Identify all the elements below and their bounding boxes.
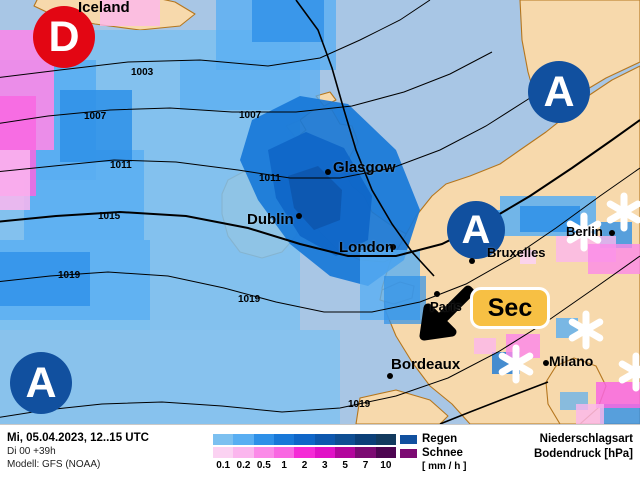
city-label-paris: Paris xyxy=(430,299,462,314)
city-dot-glasgow xyxy=(325,169,331,175)
scale-step-6 xyxy=(334,434,356,445)
pressure-marker-high-southwest[interactable]: A xyxy=(10,352,72,414)
pressure-marker-label: A xyxy=(461,208,491,252)
run-model: Modell: GFS (NOAA) xyxy=(7,459,101,470)
city-label-milano: Milano xyxy=(549,353,594,369)
legend-title-line-2: Bodendruck [hPa] xyxy=(533,448,633,460)
regen-label: Regen xyxy=(422,432,458,445)
city-dot-paris xyxy=(434,291,440,297)
schnee-label: Schnee xyxy=(422,446,463,459)
run-lead-time: Di 00 +39h xyxy=(7,446,56,457)
scale-tick: 3 xyxy=(322,460,328,471)
rain-color-scale xyxy=(213,434,396,445)
regen-swatch xyxy=(400,434,417,444)
legend-key-regen: Regen xyxy=(400,432,466,446)
scale-step-3 xyxy=(273,434,295,445)
scale-step-6 xyxy=(334,447,356,458)
scale-step-0 xyxy=(213,434,234,445)
city-dot-berlin xyxy=(609,230,615,236)
scale-step-8 xyxy=(375,434,396,445)
isobar-lines xyxy=(0,0,640,424)
scale-step-7 xyxy=(355,434,376,445)
city-label-dublin: Dublin xyxy=(247,211,294,228)
scale-tick: 2 xyxy=(301,460,308,471)
isobar-label: 1011 xyxy=(259,173,281,184)
scale-step-8 xyxy=(375,447,396,458)
isobar-1003 xyxy=(0,0,431,78)
pressure-marker-label: A xyxy=(543,67,575,116)
city-label-bordeaux: Bordeaux xyxy=(391,356,461,373)
legend-key-schnee: Schnee xyxy=(400,446,466,460)
snow-color-scale xyxy=(213,447,396,458)
isobar-trough-line xyxy=(295,0,435,277)
city-label-berlin: Berlin xyxy=(566,224,603,239)
scale-step-7 xyxy=(355,447,376,458)
isobar-label: 1007 xyxy=(239,110,262,121)
scale-step-5 xyxy=(314,447,335,458)
isobar-1011 xyxy=(0,97,531,179)
pressure-marker-label: A xyxy=(25,358,57,407)
annotation-badge-label: Sec xyxy=(487,293,533,322)
map-footer: Mi, 05.04.2023, 12..15 UTC Di 00 +39h Mo… xyxy=(0,424,640,478)
city-dot-bordeaux xyxy=(387,373,393,379)
scale-tick-labels: 0.1 0.2 0.5 1 2 3 5 7 10 xyxy=(213,459,396,472)
city-dot-milano xyxy=(543,360,549,366)
model-run-info: Mi, 05.04.2023, 12..15 UTC Di 00 +39h Mo… xyxy=(7,431,149,471)
place-label-iceland: Iceland xyxy=(78,0,130,16)
scale-step-1 xyxy=(233,434,254,445)
scale-unit: [ mm / h ] xyxy=(422,461,467,472)
scale-tick: 1 xyxy=(281,460,287,471)
scale-tick: 0.1 xyxy=(216,460,231,471)
scale-step-3 xyxy=(273,447,295,458)
scale-tick: 5 xyxy=(342,460,348,471)
isobar-label: 1019 xyxy=(58,270,81,281)
isobar-label: 1019 xyxy=(348,399,371,410)
scale-tick: 0.5 xyxy=(256,460,271,471)
land-iberia xyxy=(355,389,449,424)
city-label-glasgow: Glasgow xyxy=(333,159,396,176)
city-dot-bruxelles xyxy=(469,258,475,264)
pressure-marker-low-D[interactable]: D xyxy=(33,6,95,68)
city-label-bruxelles: Bruxelles xyxy=(487,245,546,260)
isobar-label: 1007 xyxy=(84,111,107,122)
isobar-1015 xyxy=(0,119,640,257)
scale-step-2 xyxy=(253,434,274,445)
scale-tick: 0.2 xyxy=(236,460,251,471)
isobar-1007 xyxy=(0,51,493,124)
scale-step-2 xyxy=(253,447,274,458)
isobar-label: 1011 xyxy=(110,160,132,171)
isobar-label: 1019 xyxy=(238,294,261,305)
scale-step-0 xyxy=(213,447,234,458)
precipitation-scales: 0.1 0.2 0.5 1 2 3 5 7 10 xyxy=(213,434,396,472)
isobar-1019-north xyxy=(0,167,640,313)
city-dot-london xyxy=(390,244,396,250)
scale-step-1 xyxy=(233,447,254,458)
run-datetime: Mi, 05.04.2023, 12..15 UTC xyxy=(7,432,149,444)
scale-tick: 7 xyxy=(362,460,369,471)
isobar-label: 1015 xyxy=(98,211,121,222)
city-dot-dublin xyxy=(296,213,302,219)
scale-tick: 10 xyxy=(380,460,392,471)
pressure-marker-high-north[interactable]: A xyxy=(528,61,590,123)
weather-map[interactable]: D A A A Iceland 1003 1007 1007 1011 1011… xyxy=(0,0,640,424)
flow-arrow xyxy=(419,285,475,341)
pressure-marker-high-central[interactable]: A xyxy=(447,201,505,259)
pressure-marker-label: D xyxy=(48,12,80,61)
isobar-label: 1003 xyxy=(131,67,154,78)
city-label-london: London xyxy=(339,239,394,256)
scale-step-4 xyxy=(294,447,315,458)
isobar-south-line xyxy=(439,381,549,424)
scale-step-4 xyxy=(294,434,315,445)
annotation-badge-sec[interactable]: Sec xyxy=(470,287,550,329)
legend-keys: Regen Schnee [ mm / h ] xyxy=(400,432,466,473)
legend-title-line-1: Niederschlagsart xyxy=(539,433,633,445)
scale-step-5 xyxy=(314,434,335,445)
legend-title: Niederschlagsart Bodendruck [hPa] xyxy=(534,432,633,462)
schnee-swatch xyxy=(400,448,417,458)
